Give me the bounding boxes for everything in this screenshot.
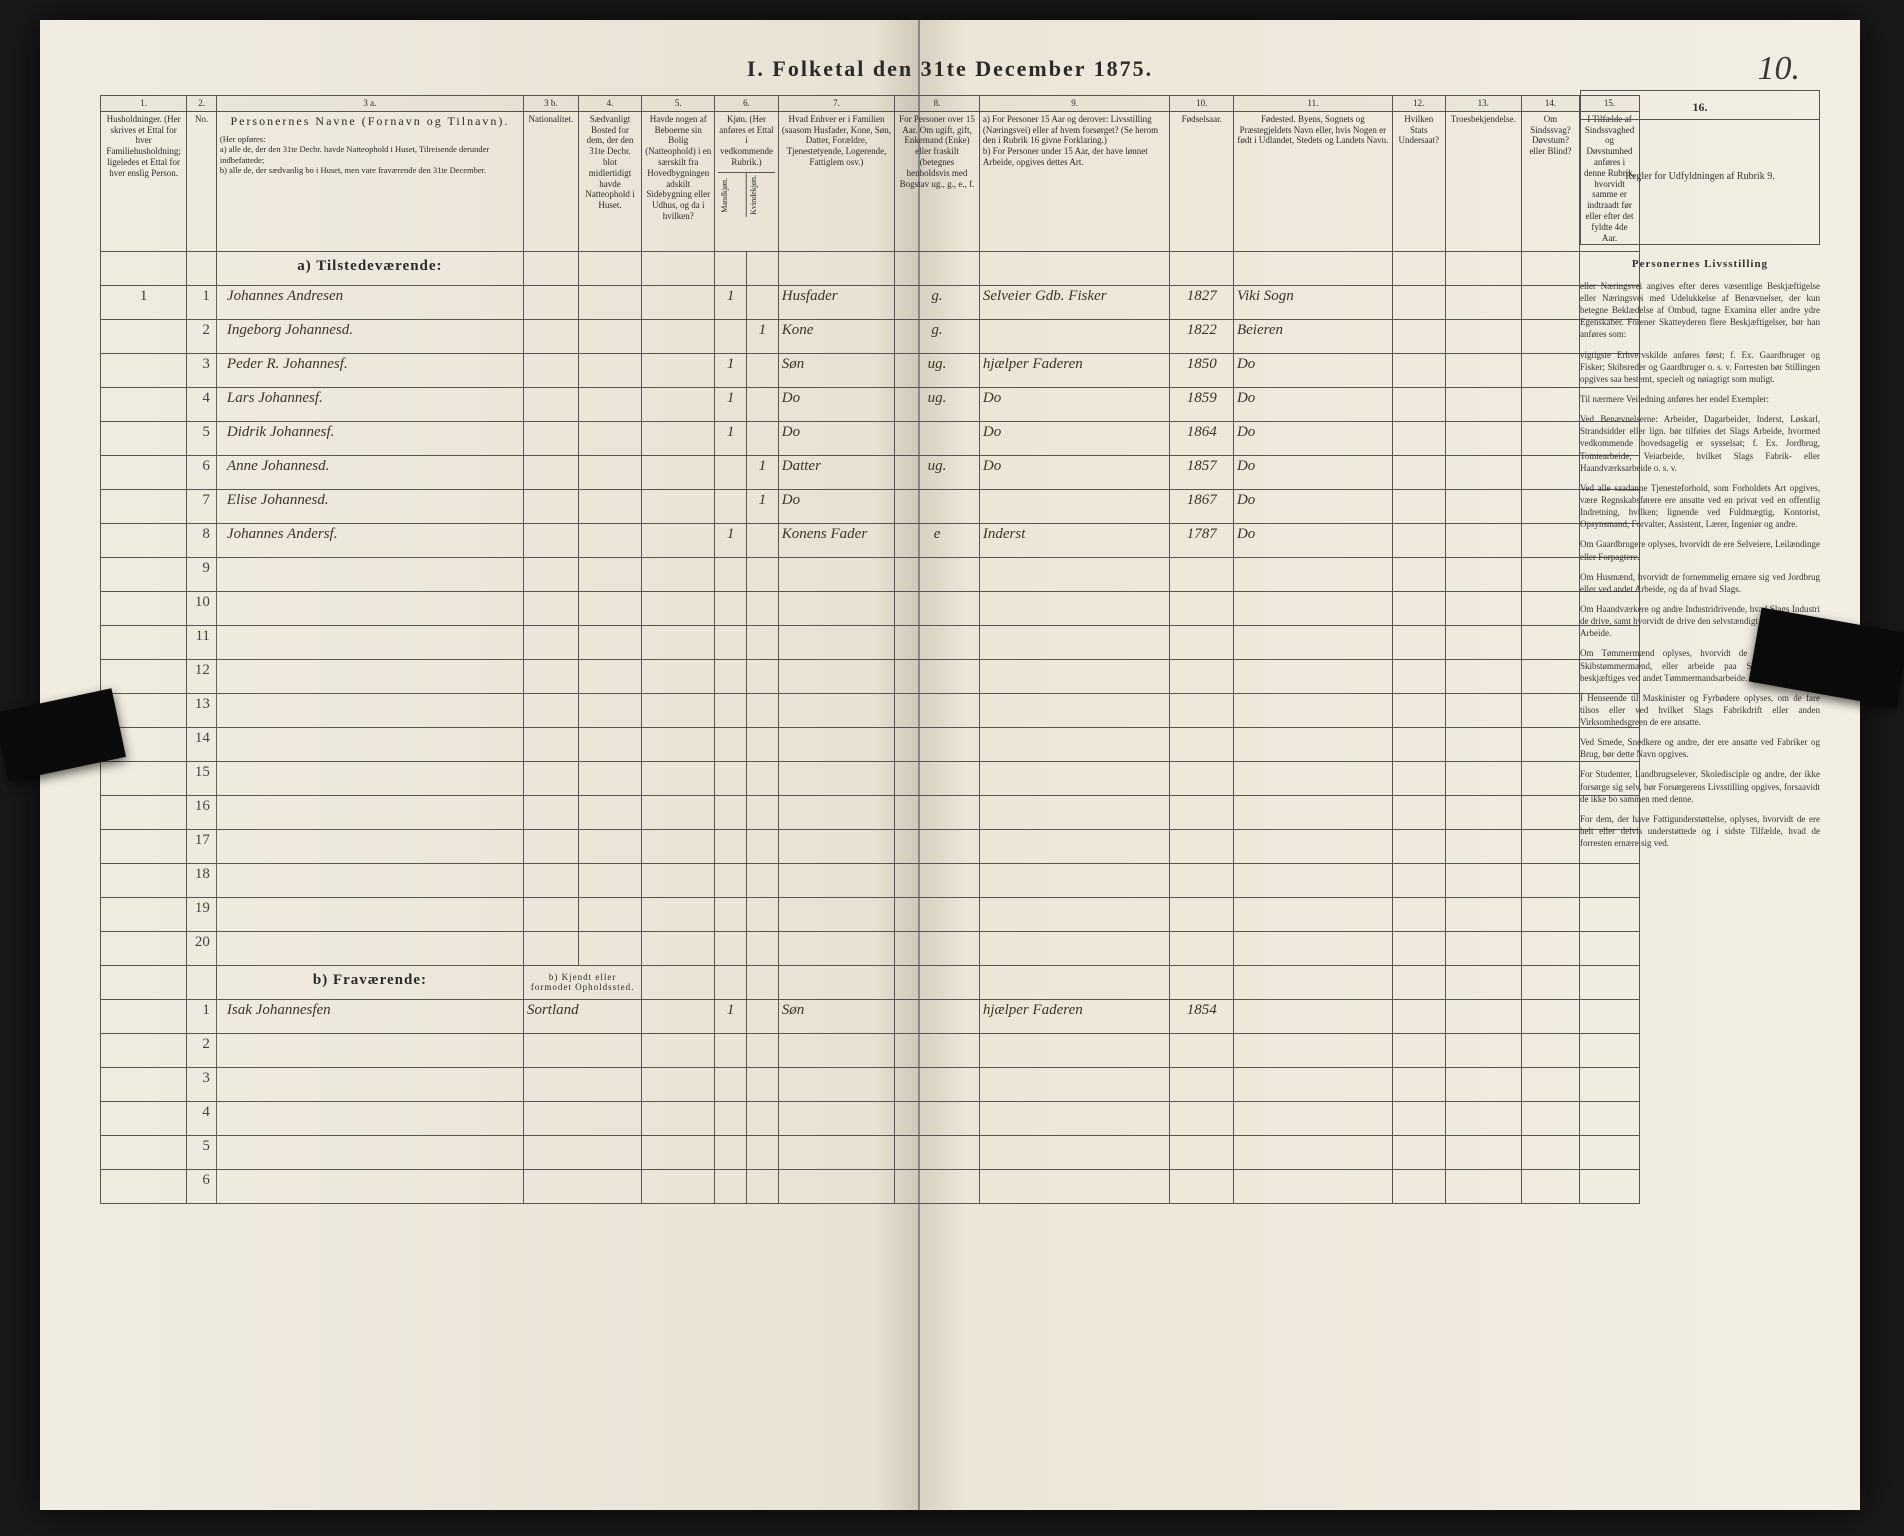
table-row: 3 (101, 1067, 1640, 1101)
col-num: 11. (1233, 96, 1392, 112)
table-row: 15 (101, 761, 1640, 795)
table-row: 4 (101, 1101, 1640, 1135)
col-header: Sædvanligt Bosted for dem, der den 31te … (578, 111, 642, 251)
table-row: 2Ingeborg Johannesd.1Koneg.1822Beieren (101, 319, 1640, 353)
table-row: 11 (101, 625, 1640, 659)
col-num: 3 b. (523, 96, 578, 112)
table-row: 8Johannes Andersf.1Konens FadereInderst1… (101, 523, 1640, 557)
col-header: Personernes Navne (Fornavn og Tilnavn). … (216, 111, 523, 251)
table-row: 5Didrik Johannesf.1DoDo1864Do (101, 421, 1640, 455)
table-row: 12 (101, 659, 1640, 693)
section-absent-header: b) Fraværende: b) Kjendt eller formodet … (101, 965, 1640, 999)
col-num: 8. (895, 96, 980, 112)
col-header: Husholdninger. (Her skrives et Ettal for… (101, 111, 187, 251)
col-num: 10. (1170, 96, 1234, 112)
col-header: Hvad Enhver er i Familien (saasom Husfad… (778, 111, 894, 251)
col-header: Hvilken Stats Undersaat? (1392, 111, 1445, 251)
table-row: 20 (101, 931, 1640, 965)
table-row: 2 (101, 1033, 1640, 1067)
table-row: 6 (101, 1169, 1640, 1203)
section-present-header: a) Tilstedeværende: (101, 251, 1640, 285)
col-header: Havde nogen af Beboerne sin Bolig (Natte… (642, 111, 715, 251)
table-row: 17 (101, 829, 1640, 863)
col-header: For Personer over 15 Aar. Om ugift, gift… (895, 111, 980, 251)
section-label: b) Kjendt eller formodet Opholdssted. (523, 965, 641, 999)
col-num: 6. (715, 96, 778, 112)
col-header: Kjøn. (Her anføres et Ettal i vedkommend… (715, 111, 778, 251)
col-header: Nationalitet. (523, 111, 578, 251)
table-row: 6Anne Johannesd.1Datterug.Do1857Do (101, 455, 1640, 489)
col-header: Fødested. Byens, Sognets og Præstegjelde… (1233, 111, 1392, 251)
table-row: 4Lars Johannesf.1Doug.Do1859Do (101, 387, 1640, 421)
table-row: 18 (101, 863, 1640, 897)
col-header: Troesbekjendelse. (1445, 111, 1521, 251)
table-row: 16 (101, 795, 1640, 829)
col-num: 14. (1521, 96, 1579, 112)
table-row: 5 (101, 1135, 1640, 1169)
rules-column: 16. Regler for Udfyldningen af Rubrik 9.… (1580, 290, 1820, 857)
table-row: 19 (101, 897, 1640, 931)
table-row: 7Elise Johannesd.1Do1867Do (101, 489, 1640, 523)
table-row: 14 (101, 727, 1640, 761)
col-header: Fødselsaar. (1170, 111, 1234, 251)
table-row: 1Isak JohannesfenSortland1Sønhjælper Fad… (101, 999, 1640, 1033)
table-row: 11Johannes Andresen1Husfaderg.Selveier G… (101, 285, 1640, 319)
col-num: 9. (979, 96, 1170, 112)
section-label: b) Fraværende: (216, 965, 523, 999)
page-title: I. Folketal den 31te December 1875. (40, 56, 1860, 82)
col-num: 5. (642, 96, 715, 112)
table-row: 13 (101, 693, 1640, 727)
table-row: 9 (101, 557, 1640, 591)
col-header: No. (187, 111, 217, 251)
census-form: 1. 2. 3 a. 3 b. 4. 5. 6. 7. 8. 9. 10. 11… (100, 95, 1640, 1204)
section-label: a) Tilstedeværende: (216, 251, 523, 285)
column-header-row: Husholdninger. (Her skrives et Ettal for… (101, 111, 1640, 251)
col-num: 7. (778, 96, 894, 112)
table-row: 10 (101, 591, 1640, 625)
column-number-row: 1. 2. 3 a. 3 b. 4. 5. 6. 7. 8. 9. 10. 11… (101, 96, 1640, 112)
table-row: 3Peder R. Johannesf.1Sønug.hjælper Fader… (101, 353, 1640, 387)
col-num: 4. (578, 96, 642, 112)
col-num: 12. (1392, 96, 1445, 112)
col-num: 2. (187, 96, 217, 112)
col-num: 1. (101, 96, 187, 112)
col-header: a) For Personer 15 Aar og derover: Livss… (979, 111, 1170, 251)
col-header: Om Sindssvag? Døvstum? eller Blind? (1521, 111, 1579, 251)
col-num: 3 a. (216, 96, 523, 112)
col-num: 13. (1445, 96, 1521, 112)
